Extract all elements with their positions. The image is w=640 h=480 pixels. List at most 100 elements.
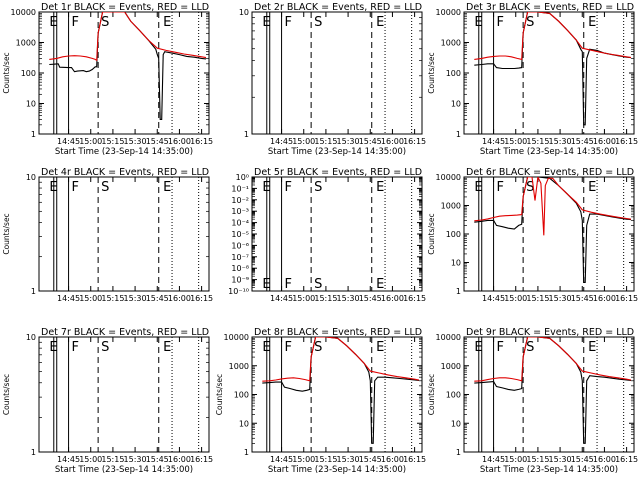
det-5-marker-bottom-e: E — [376, 277, 384, 292]
det-5-xtick-label: 14:45 — [270, 294, 293, 303]
det-3-xtick-label: 14:45 — [482, 137, 505, 146]
det-4-frame — [38, 176, 210, 292]
det-2-xtick-label: 15:15 — [314, 137, 337, 146]
det-9-ylabel: Counts/sec — [427, 374, 436, 415]
det-5-xtick-label: 16:15 — [403, 294, 426, 303]
det-6-marker-f: F — [497, 180, 504, 195]
det-8-marker-f: F — [285, 340, 292, 355]
det-7-marker-e: E — [49, 340, 57, 355]
det-6-ytick-label: 100 — [446, 230, 461, 239]
det-1-frame — [38, 11, 210, 135]
det-6-ytick-label: 1000 — [441, 202, 461, 211]
det-9-frame — [463, 336, 635, 453]
det-3-marker-s: S — [526, 15, 534, 30]
det-8-lld-series — [262, 337, 420, 382]
det-2-xtick-label: 16:00 — [381, 137, 404, 146]
det-8-frame — [251, 336, 423, 453]
det-6-title: Det 6r BLACK = Events, RED = LLD — [466, 167, 634, 178]
det-4-xtick-label: 15:45 — [146, 294, 169, 303]
det-7-marker-e: E — [163, 340, 171, 355]
det-6-ytick-label: 1 — [456, 287, 461, 296]
det-6-frame — [463, 176, 635, 292]
det-3-marker-e: E — [474, 15, 482, 30]
det-4-xtick-label: 16:15 — [190, 294, 213, 303]
det-3-ytick-label: 1 — [456, 130, 461, 139]
det-3-ytick-label: 10000 — [436, 8, 461, 17]
det-9-xlabel: Start Time (23-Sep-14 14:35:00) — [480, 465, 618, 475]
det-9-ytick-label: 10 — [451, 419, 461, 428]
det-5-ytick-label: 10⁻² — [231, 196, 249, 205]
det-7-xlabel: Start Time (23-Sep-14 14:35:00) — [55, 465, 193, 475]
det-6-xtick-label: 15:30 — [549, 294, 572, 303]
det-1-xtick-label: 15:30 — [124, 137, 147, 146]
det-6-ytick-label: 10000 — [436, 173, 461, 182]
det-1-xlabel: Start Time (23-Sep-14 14:35:00) — [55, 147, 193, 157]
det-3-xtick-label: 15:00 — [504, 137, 527, 146]
det-9-ytick-label: 100 — [446, 391, 461, 400]
det-8-ytick-label: 1000 — [229, 362, 249, 371]
det-4-xtick-label: 15:15 — [101, 294, 124, 303]
det-1-marker-e: E — [49, 15, 57, 30]
det-2-marker-e: E — [376, 15, 384, 30]
det-5-xtick-label: 15:30 — [337, 294, 360, 303]
det-9-xtick-label: 16:15 — [615, 455, 638, 464]
det-3-ytick-label: 10 — [451, 100, 461, 109]
det-2-xtick-label: 14:45 — [270, 137, 293, 146]
det-1-ylabel: Counts/sec — [2, 52, 11, 93]
det-5-xtick-label: 16:00 — [381, 294, 404, 303]
det-4-ytick-label: 10 — [26, 173, 36, 182]
det-3-title: Det 3r BLACK = Events, RED = LLD — [466, 2, 634, 13]
det-9-xtick-label: 15:15 — [526, 455, 549, 464]
det-1-xtick-label: 16:00 — [168, 137, 191, 146]
det-4-marker-e: E — [49, 180, 57, 195]
det-4-ylabel: Counts/sec — [2, 213, 11, 254]
det-7-ylabel: Counts/sec — [2, 374, 11, 415]
det-2-ytick-label: 10 — [239, 8, 249, 17]
det-2-xtick-label: 15:30 — [337, 137, 360, 146]
det-6-xtick-label: 15:15 — [526, 294, 549, 303]
det-1-title: Det 1r BLACK = Events, RED = LLD — [41, 2, 209, 13]
det-8-ytick-label: 10000 — [224, 333, 249, 342]
det-3-ytick-label: 100 — [446, 69, 461, 78]
det-8-marker-s: S — [314, 340, 322, 355]
det-5-frame — [251, 176, 423, 292]
det-9-ytick-label: 1 — [456, 448, 461, 457]
det-7-xtick-label: 16:00 — [168, 455, 191, 464]
det-5-marker-bottom-e: E — [262, 277, 270, 292]
det-9-ytick-label: 1000 — [441, 362, 461, 371]
det-5-ytick-label: 10⁻¹ — [231, 184, 249, 193]
det-5-ytick-label: 10⁻⁸ — [231, 264, 249, 273]
det-9-marker-s: S — [526, 340, 534, 355]
det-5-ytick-label: 10⁻⁴ — [231, 219, 249, 228]
det-9-marker-f: F — [497, 340, 504, 355]
det-6-xtick-label: 15:45 — [571, 294, 594, 303]
det-7-xtick-label: 15:00 — [79, 455, 102, 464]
det-3-marker-f: F — [497, 15, 504, 30]
det-6-xtick-label: 16:00 — [593, 294, 616, 303]
det-7-xtick-label: 16:15 — [190, 455, 213, 464]
det-1-ytick-label: 1 — [31, 130, 36, 139]
det-1-marker-e: E — [163, 15, 171, 30]
det-1-marker-f: F — [72, 15, 79, 30]
det-5-marker-bottom-s: S — [314, 277, 322, 292]
det-6-marker-e: E — [474, 180, 482, 195]
det-1-xtick-label: 14:45 — [57, 137, 80, 146]
det-7-ytick-label: 10 — [26, 333, 36, 342]
det-8-marker-e: E — [262, 340, 270, 355]
det-1-xtick-label: 15:45 — [146, 137, 169, 146]
det-1-events-series — [49, 12, 207, 120]
det-1-xtick-label: 15:00 — [79, 137, 102, 146]
det-5-ytick-label: 10⁻³ — [231, 207, 249, 216]
det-7-xtick-label: 15:45 — [146, 455, 169, 464]
det-2-title: Det 2r BLACK = Events, RED = LLD — [254, 2, 422, 13]
det-9-xtick-label: 15:30 — [549, 455, 572, 464]
det-5-marker-e: E — [262, 180, 270, 195]
det-8-ytick-label: 1 — [244, 448, 249, 457]
det-6-marker-s: S — [526, 180, 534, 195]
det-7-title: Det 7r BLACK = Events, RED = LLD — [41, 327, 209, 338]
det-1-ytick-label: 10000 — [11, 8, 36, 17]
det-2-xtick-label: 16:15 — [403, 137, 426, 146]
det-3-lld-series — [474, 12, 632, 61]
det-1-xtick-label: 15:15 — [101, 137, 124, 146]
det-1-ytick-label: 10 — [26, 100, 36, 109]
